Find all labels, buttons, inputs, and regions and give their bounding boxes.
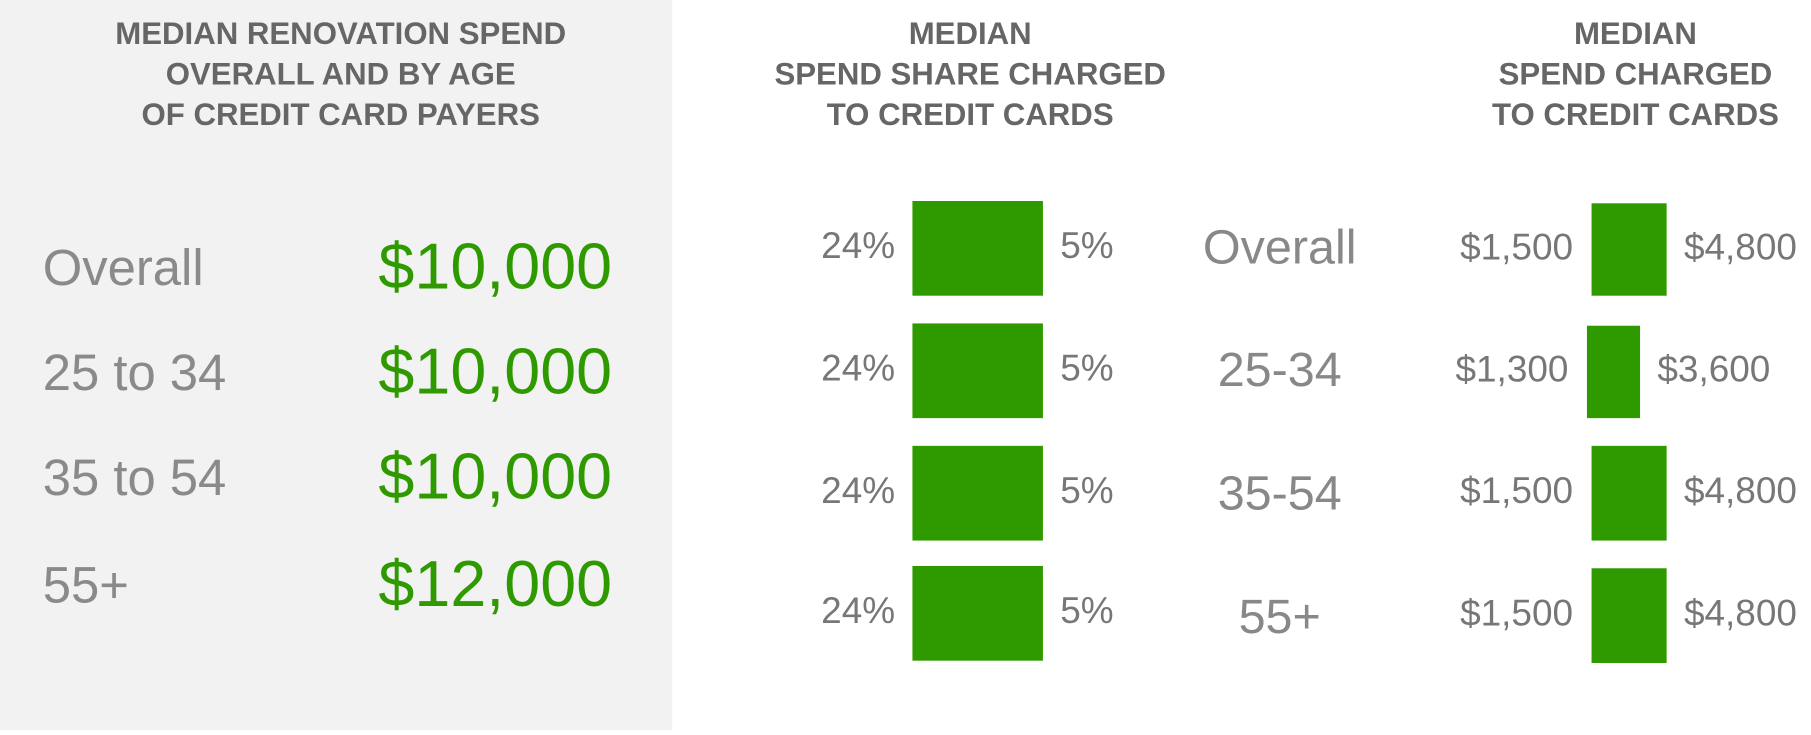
share-right: 5% <box>1060 348 1113 389</box>
charged-box <box>1591 445 1667 541</box>
charged-left: $1,500 <box>1460 470 1573 511</box>
share-box <box>912 565 1043 661</box>
panel-title: SPEND SHARE CHARGED <box>774 56 1165 91</box>
panel-title: TO CREDIT CARDS <box>827 97 1114 132</box>
row-label: Overall <box>43 239 204 296</box>
charged-right: $3,600 <box>1657 349 1770 390</box>
share-box <box>912 445 1043 541</box>
charged-box <box>1591 568 1667 663</box>
age-label: 55+ <box>1239 590 1321 644</box>
share-box <box>912 200 1043 296</box>
share-right: 5% <box>1060 590 1113 631</box>
panel-title: MEDIAN RENOVATION SPEND <box>115 16 566 51</box>
row-label: 35 to 54 <box>43 449 227 506</box>
panel-title: TO CREDIT CARDS <box>1492 97 1779 132</box>
charged-left: $1,500 <box>1460 226 1573 267</box>
content: MEDIAN RENOVATION SPEND OVERALL AND BY AG… <box>43 16 1797 663</box>
age-label: 25-34 <box>1218 343 1342 397</box>
row-label: 25 to 34 <box>43 344 227 401</box>
share-left: 24% <box>821 470 895 511</box>
charged-right: $4,800 <box>1684 226 1797 267</box>
charged-left: $1,500 <box>1460 592 1573 633</box>
charged-right: $4,800 <box>1684 592 1797 633</box>
share-left: 24% <box>821 590 895 631</box>
share-right: 5% <box>1060 470 1113 511</box>
left-panel-bg <box>0 0 673 730</box>
age-label: Overall <box>1203 220 1357 274</box>
panel-title: MEDIAN <box>1574 16 1697 51</box>
panel-title: MEDIAN <box>909 16 1032 51</box>
panel-title: OF CREDIT CARD PAYERS <box>142 97 540 132</box>
charged-box <box>1591 203 1667 296</box>
row-label: 55+ <box>43 556 129 613</box>
charged-box <box>1586 325 1641 419</box>
panel-title: OVERALL AND BY AGE <box>166 56 516 91</box>
panel-title: SPEND CHARGED <box>1499 56 1773 91</box>
share-box <box>912 323 1043 419</box>
share-left: 24% <box>821 225 895 266</box>
spend-value: $10,000 <box>378 440 612 513</box>
charged-left: $1,300 <box>1455 349 1568 390</box>
share-left: 24% <box>821 348 895 389</box>
share-right: 5% <box>1060 225 1113 266</box>
spend-value: $10,000 <box>378 230 612 303</box>
spend-value: $12,000 <box>378 547 612 620</box>
spend-value: $10,000 <box>378 335 612 408</box>
age-label: 35-54 <box>1218 466 1342 520</box>
charged-right: $4,800 <box>1684 470 1797 511</box>
